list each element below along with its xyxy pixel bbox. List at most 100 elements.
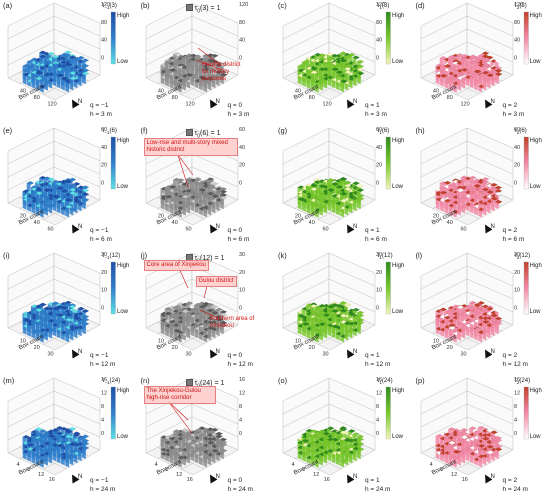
- x-tick-label: 40: [171, 220, 177, 226]
- building-block-side: [215, 324, 220, 337]
- building-block: [56, 313, 64, 318]
- axes-box: [419, 252, 514, 351]
- x-tick-label: 120: [185, 101, 194, 107]
- building-block-side: [469, 453, 474, 464]
- x-tick-label: 4: [154, 462, 157, 468]
- building-block-side: [477, 209, 482, 218]
- building-block-side: [302, 200, 306, 212]
- building-block: [193, 177, 202, 182]
- leader-line: [167, 400, 192, 434]
- building-block-side: [439, 200, 444, 212]
- building-block-side: [27, 80, 31, 87]
- h-parameter: h = 6 m: [90, 236, 112, 243]
- building-block: [64, 312, 73, 317]
- building-block-side: [481, 456, 486, 466]
- building-block-side: [302, 324, 306, 337]
- building-block-side: [77, 75, 82, 87]
- x-tick-label: 10: [295, 338, 301, 344]
- building-block-side: [219, 325, 224, 335]
- annotation-label: Core area of Xinjiekou: [143, 260, 209, 271]
- north-label: N: [490, 224, 495, 230]
- x-tick-label: 10: [157, 338, 163, 344]
- building-block-side: [443, 81, 448, 89]
- panel-label: (n): [140, 376, 150, 385]
- annotation-label: Southern area of Xinjiekou: [209, 316, 255, 329]
- north-label: N: [78, 349, 83, 355]
- building-block-side: [177, 84, 182, 93]
- x-tick-label: 20: [295, 213, 301, 219]
- h-parameter: h = 3 m: [227, 111, 250, 118]
- z-tick-label: 10: [514, 288, 520, 294]
- building-block-side: [206, 454, 211, 466]
- building-block-side: [348, 202, 353, 214]
- x-tick-label: 8: [302, 467, 305, 473]
- z-tick-label: 40: [376, 145, 382, 151]
- z-tick-label: 0: [239, 431, 242, 437]
- building-block: [331, 437, 339, 442]
- building-block-side: [31, 201, 36, 214]
- z-tick-label: 12: [376, 391, 382, 397]
- building-block-side: [160, 453, 165, 460]
- building-block: [356, 196, 365, 201]
- building-block-side: [452, 333, 457, 343]
- z-tick-label: 0: [514, 56, 517, 62]
- tau-symbol: τ: [102, 378, 105, 384]
- north-label: N: [215, 349, 220, 355]
- panel-label: (h): [415, 126, 425, 135]
- tau-argument: (12): [381, 253, 393, 259]
- building-block: [68, 308, 77, 312]
- colorbar: [523, 386, 529, 440]
- colorbar: [385, 11, 391, 65]
- building-block: [69, 71, 77, 75]
- building-block-side: [477, 332, 482, 343]
- annotation-leaders: [195, 47, 222, 71]
- x-tick-label: 40: [20, 88, 26, 94]
- building-block: [26, 64, 35, 69]
- x-tick-label: 20: [34, 345, 40, 351]
- building-block: [439, 307, 447, 312]
- x-tick-label: 10: [20, 338, 26, 344]
- building-block-side: [77, 448, 82, 462]
- colorbar-title: τ−1(24): [102, 378, 120, 385]
- colorbar-title: τ1(12): [377, 253, 393, 260]
- building-block: [47, 434, 56, 439]
- tau-symbol: τ: [194, 255, 198, 262]
- colorbar-low-label: Low: [392, 434, 404, 440]
- building-block-side: [494, 74, 499, 85]
- tau-symbol: τ: [514, 128, 517, 134]
- building-block-side: [348, 452, 353, 464]
- building-block: [60, 76, 69, 81]
- x-tick-label: 20: [20, 213, 26, 219]
- north-label: N: [490, 349, 495, 355]
- building-block: [489, 182, 498, 187]
- building-block-side: [56, 75, 61, 89]
- building-block-side: [173, 454, 177, 466]
- axes-box: [7, 127, 101, 226]
- annotation-leaders: [177, 154, 193, 188]
- building-block-side: [469, 205, 474, 214]
- building-block-side: [340, 81, 345, 93]
- building-block: [494, 321, 502, 326]
- building-blocks: [297, 426, 365, 468]
- building-block: [34, 427, 43, 431]
- building-block: [35, 437, 43, 442]
- building-block: [77, 306, 85, 311]
- z-tick-label: 12: [239, 391, 245, 397]
- building-block: [331, 67, 340, 72]
- x-tick-label: 20: [446, 345, 452, 351]
- building-block-side: [469, 329, 474, 339]
- colorbar-high-label: High: [392, 388, 405, 394]
- x-tick-label: 8: [440, 467, 443, 473]
- building-block-side: [443, 327, 448, 339]
- h-parameter: h = 12 m: [227, 361, 253, 368]
- z-tick-label: 0: [376, 431, 379, 437]
- building-block-side: [464, 325, 469, 337]
- building-block-side: [302, 75, 306, 87]
- building-block: [22, 318, 31, 322]
- building-block-side: [65, 455, 70, 468]
- z-tick-label: 0: [376, 306, 379, 312]
- building-block-side: [164, 325, 169, 337]
- north-label: N: [353, 474, 358, 480]
